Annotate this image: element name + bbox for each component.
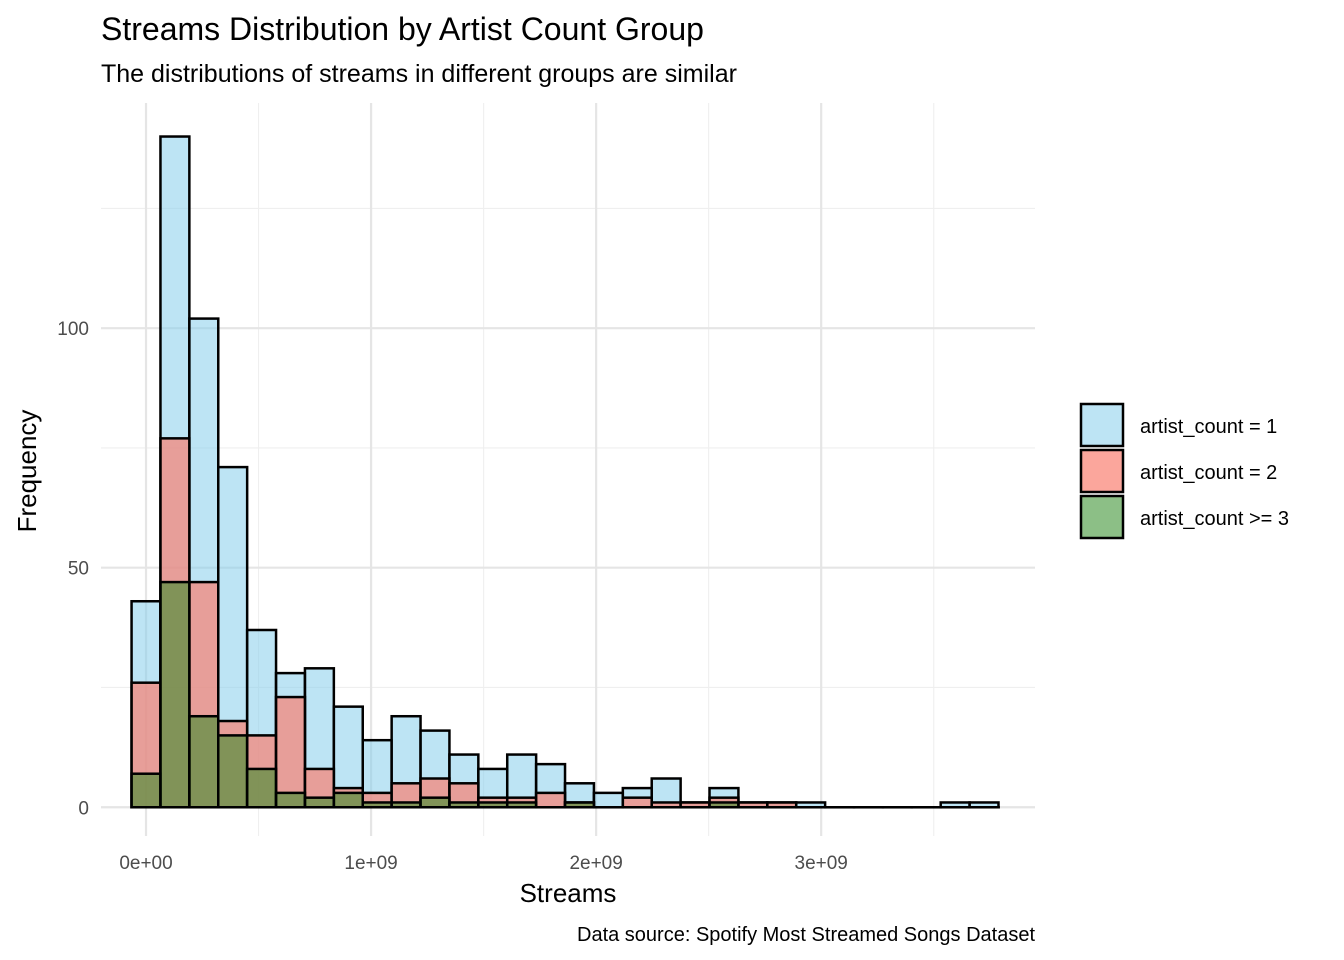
x-tick-label: 2e+09 — [569, 853, 622, 874]
y-tick-label: 0 — [78, 798, 89, 819]
x-axis-ticks: 0e+00 1e+09 2e+09 3e+09 — [119, 853, 848, 874]
histogram-bar — [245, 767, 278, 809]
histogram-bar — [332, 791, 364, 809]
histogram-bar — [505, 801, 538, 809]
caption: Data source: Spotify Most Streamed Songs… — [577, 924, 1035, 946]
legend-swatch — [1079, 402, 1125, 448]
legend-label: artist_count = 2 — [1140, 462, 1277, 484]
x-tick-label: 1e+09 — [344, 853, 397, 874]
y-tick-label: 50 — [68, 559, 89, 580]
histogram-bar — [159, 580, 191, 809]
histogram-bar — [274, 695, 307, 809]
legend-label: artist_count = 1 — [1140, 416, 1277, 438]
histogram-bar — [708, 801, 740, 809]
histogram-bar — [303, 796, 336, 809]
x-tick-label: 0e+00 — [119, 853, 172, 874]
x-axis-title: Streams — [520, 878, 617, 908]
histogram-bar — [448, 801, 480, 809]
bars — [130, 135, 1000, 809]
histogram-bar — [534, 791, 567, 809]
histogram-bar — [188, 714, 220, 809]
legend-swatch — [1079, 448, 1125, 494]
histogram-bar — [563, 801, 596, 809]
histogram-bar — [621, 796, 653, 809]
histogram-bar — [217, 734, 249, 809]
histogram-bar — [130, 772, 162, 809]
x-tick-label: 3e+09 — [795, 853, 848, 874]
y-axis-ticks: 0 50 100 — [57, 319, 89, 819]
histogram-bar — [274, 791, 307, 809]
chart-subtitle: The distributions of streams in differen… — [101, 60, 737, 88]
histogram-bar — [592, 791, 625, 809]
legend: artist_count = 1 artist_count = 2 artist_c… — [1079, 402, 1289, 540]
histogram-bar — [390, 801, 422, 809]
y-axis-title: Frequency — [12, 410, 42, 533]
y-tick-label: 100 — [57, 319, 89, 340]
chart-title: Streams Distribution by Artist Count Gro… — [101, 11, 704, 47]
histogram-bar — [477, 801, 509, 809]
legend-swatch — [1079, 494, 1125, 540]
histogram-bar — [419, 796, 451, 809]
legend-label: artist_count >= 3 — [1140, 508, 1289, 530]
histogram-bar — [361, 801, 393, 809]
